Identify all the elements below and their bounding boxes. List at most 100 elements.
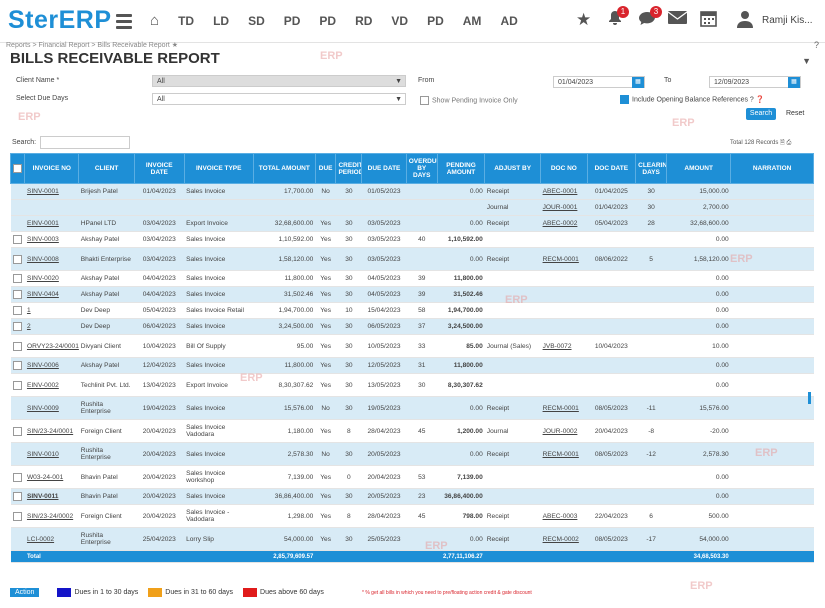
- table-row[interactable]: SINV-0009 Rushita Enterprise 19/04/2023 Sal…: [10, 396, 814, 420]
- column-header[interactable]: AMOUNT: [666, 153, 732, 184]
- table-cell[interactable]: SINV-0009: [24, 396, 79, 420]
- table-row[interactable]: SINV-0011 Bhavin Patel 20/04/2023 Sales Inv…: [10, 488, 814, 505]
- row-select-cell[interactable]: [10, 373, 25, 397]
- table-cell[interactable]: JOUR-0002: [540, 419, 588, 443]
- row-select-cell[interactable]: [10, 442, 25, 466]
- table-row[interactable]: Journal JOUR-0001 01/04/2023 30 2,700.00: [10, 199, 814, 216]
- row-checkbox[interactable]: [12, 322, 22, 331]
- row-checkbox[interactable]: [12, 306, 22, 315]
- app-logo[interactable]: SterERP: [8, 6, 112, 34]
- user-avatar-icon[interactable]: [736, 10, 754, 33]
- search-button[interactable]: Search: [746, 108, 776, 120]
- bell-icon[interactable]: 1: [607, 6, 629, 31]
- from-date-input[interactable]: 01/04/2023 ▦: [553, 76, 645, 88]
- nav-ld[interactable]: LD: [213, 14, 230, 28]
- table-row[interactable]: SIN/23-24/0001 Foreign Client 20/04/2023 Sa…: [10, 419, 814, 443]
- column-header[interactable]: INVOICE DATE: [133, 153, 185, 184]
- column-header[interactable]: DOC DATE: [586, 153, 637, 184]
- info-icon[interactable]: ❓: [755, 96, 765, 104]
- opening-balance-option[interactable]: Include Opening Balance References ? ❓: [620, 95, 764, 104]
- table-cell[interactable]: W03-24-001: [24, 465, 79, 489]
- row-checkbox[interactable]: [12, 290, 22, 299]
- pending-only-checkbox[interactable]: [420, 96, 429, 105]
- table-cell[interactable]: [540, 357, 588, 374]
- row-select-cell[interactable]: [10, 231, 25, 248]
- table-cell[interactable]: ABEC-0003: [540, 504, 588, 528]
- table-row[interactable]: SINV-0020 Akshay Patel 04/04/2023 Sales Inv…: [10, 270, 814, 287]
- print-icon[interactable]: ⎙: [786, 140, 792, 146]
- table-cell[interactable]: SIN/23-24/0002: [24, 504, 79, 528]
- help-icon[interactable]: ?: [813, 40, 819, 50]
- table-cell[interactable]: RECM-0002: [540, 527, 588, 551]
- reset-button[interactable]: Reset: [786, 110, 805, 117]
- row-select-cell[interactable]: [10, 247, 25, 271]
- table-cell[interactable]: SINV-0404: [24, 286, 79, 303]
- column-header[interactable]: CREDIT PERIOD: [335, 153, 363, 184]
- table-row[interactable]: EINV-0001 HPanel LTD 03/04/2023 Export Invo…: [10, 215, 814, 232]
- row-select-cell[interactable]: [10, 334, 25, 358]
- calendar-picker-icon[interactable]: ▦: [632, 77, 644, 88]
- table-row[interactable]: 2 Dev Deep 06/04/2023 Sales Invoice 3,24,500…: [10, 318, 814, 335]
- opening-balance-checkbox[interactable]: [620, 95, 629, 104]
- column-header[interactable]: DUE: [314, 153, 337, 184]
- select-all-header[interactable]: [9, 153, 26, 184]
- calendar-icon[interactable]: [700, 10, 717, 32]
- client-select[interactable]: All ▼: [152, 75, 406, 87]
- row-checkbox[interactable]: [12, 380, 22, 390]
- row-select-cell[interactable]: [10, 527, 25, 551]
- table-row[interactable]: SINV-0001 Brijesh Patel 01/04/2023 Sales In…: [10, 183, 814, 200]
- row-select-cell[interactable]: [10, 318, 25, 335]
- table-row[interactable]: 1 Dev Deep 05/04/2023 Sales Invoice Retail 1…: [10, 302, 814, 319]
- table-cell[interactable]: 2: [24, 318, 79, 335]
- column-header[interactable]: ADJUST BY: [484, 153, 542, 184]
- action-button[interactable]: Action: [10, 587, 40, 597]
- table-cell[interactable]: EINV-0002: [24, 373, 79, 397]
- table-cell[interactable]: [540, 231, 588, 248]
- nav-td[interactable]: TD: [178, 14, 195, 28]
- table-cell[interactable]: 1: [24, 302, 79, 319]
- row-checkbox[interactable]: [12, 341, 22, 351]
- table-cell[interactable]: LCI-0002: [24, 527, 79, 551]
- menu-icon[interactable]: [116, 14, 132, 29]
- table-row[interactable]: SINV-0404 Akshay Patel 04/04/2023 Sales Inv…: [10, 286, 814, 303]
- column-header[interactable]: PENDING AMOUNT: [436, 153, 486, 184]
- row-select-cell[interactable]: [10, 396, 25, 420]
- table-row[interactable]: ORVY23-24/0001 Divyani Client 10/04/2023 Bi…: [10, 334, 814, 358]
- table-cell[interactable]: SINV-0008: [24, 247, 79, 271]
- pending-only-option[interactable]: Show Pending Invoice Only: [420, 96, 518, 105]
- row-checkbox[interactable]: [12, 274, 22, 283]
- row-checkbox[interactable]: [12, 511, 22, 521]
- column-header[interactable]: TOTAL AMOUNT: [252, 153, 316, 184]
- row-select-cell[interactable]: [10, 357, 25, 374]
- nav-sd[interactable]: SD: [248, 14, 265, 28]
- table-search-input[interactable]: [40, 136, 130, 149]
- table-cell[interactable]: JOUR-0001: [540, 199, 588, 216]
- column-header[interactable]: OVERDUE BY DAYS: [405, 153, 438, 184]
- column-header[interactable]: CLIENT: [78, 153, 135, 184]
- row-select-cell[interactable]: [10, 488, 25, 505]
- column-header[interactable]: INVOICE NO: [24, 153, 80, 184]
- row-checkbox[interactable]: [12, 492, 22, 501]
- table-cell[interactable]: [540, 286, 588, 303]
- table-cell[interactable]: SINV-0011: [24, 488, 79, 505]
- user-name[interactable]: Ramji Kis...: [762, 15, 813, 26]
- to-date-input[interactable]: 12/09/2023 ▦: [709, 76, 801, 88]
- table-cell[interactable]: ORVY23-24/0001: [24, 334, 79, 358]
- breadcrumb[interactable]: Reports > Financial Report > Bills Recei…: [6, 42, 179, 49]
- table-cell[interactable]: [540, 465, 588, 489]
- row-checkbox[interactable]: [12, 235, 22, 244]
- row-checkbox[interactable]: [12, 254, 22, 264]
- column-header[interactable]: DOC NO: [540, 153, 588, 184]
- calendar-picker-icon[interactable]: ▦: [788, 77, 800, 88]
- row-select-cell[interactable]: [10, 419, 25, 443]
- row-checkbox[interactable]: [12, 426, 22, 436]
- home-icon[interactable]: ⌂: [150, 12, 160, 29]
- column-header[interactable]: CLEARING DAYS: [635, 153, 668, 184]
- row-select-cell[interactable]: [10, 302, 25, 319]
- table-row[interactable]: SINV-0006 Akshay Patel 12/04/2023 Sales Inv…: [10, 357, 814, 374]
- filter-icon[interactable]: ▼: [802, 56, 811, 66]
- table-cell[interactable]: [540, 318, 588, 335]
- mail-icon[interactable]: [667, 10, 688, 30]
- table-row[interactable]: EINV-0002 Techlinit Pvt. Ltd. 13/04/2023 Ex…: [10, 373, 814, 397]
- table-cell[interactable]: SINV-0010: [24, 442, 79, 466]
